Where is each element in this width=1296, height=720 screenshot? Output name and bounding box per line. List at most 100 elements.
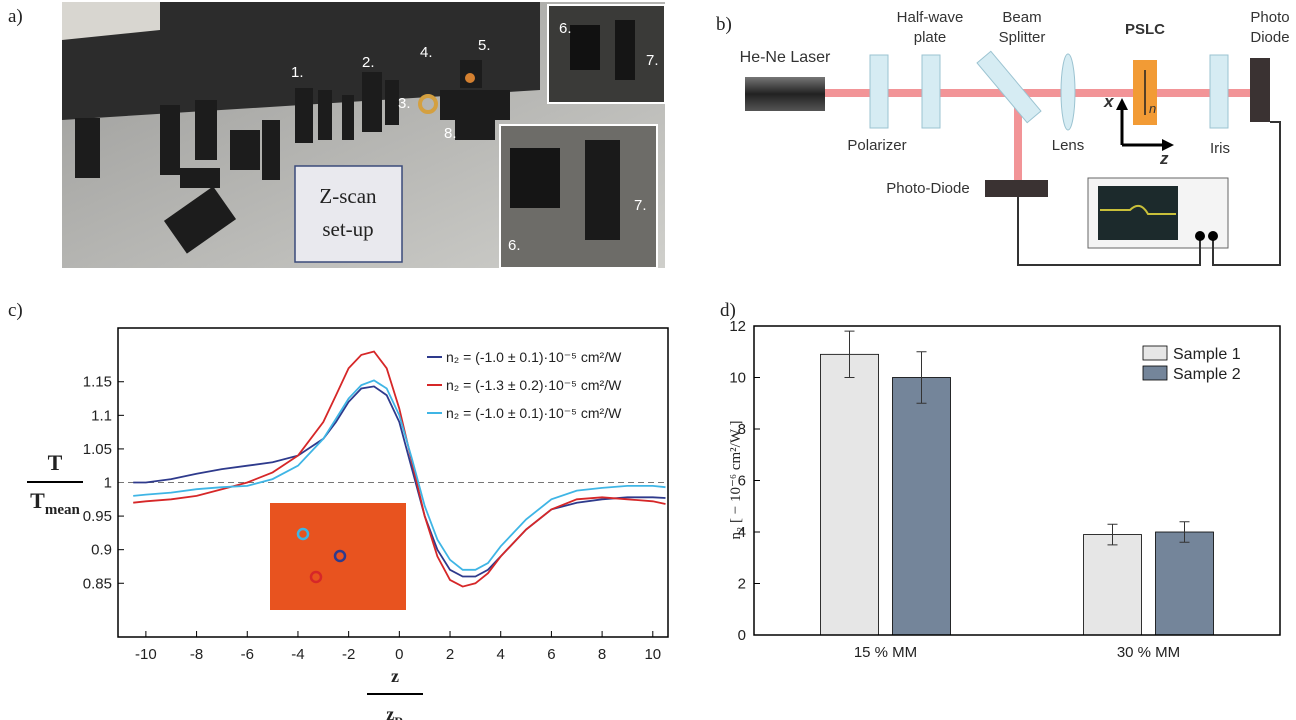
shape (163, 186, 237, 254)
shape (745, 77, 825, 111)
y-tick-label: 6 (738, 473, 746, 490)
shape (1116, 98, 1128, 110)
y-tick-label: 1.15 (83, 374, 112, 391)
x-tick-label: 8 (598, 646, 606, 663)
axis-label: x (1103, 92, 1115, 111)
y-tick-label: 0.95 (83, 508, 112, 525)
shape (615, 20, 635, 80)
panel-label: d) (720, 300, 736, 321)
axis-label-sub: mean (45, 502, 81, 518)
x-tick-label: 2 (446, 646, 454, 663)
inset-mark (309, 570, 323, 584)
photo-label: 7. (646, 52, 659, 69)
x-tick-label: 0 (395, 646, 403, 663)
photo: 1. 2. 3. 4. 5. 6. 7. 8. 6. 7. Z-scan set… (62, 2, 666, 269)
y-tick-label: 12 (729, 318, 746, 335)
shape (1208, 231, 1218, 241)
x-tick-label: -4 (291, 646, 304, 663)
photo-label: 5. (478, 37, 491, 54)
shape (295, 88, 313, 143)
x-tick-label: 15 % MM (854, 644, 917, 661)
shape (976, 50, 1042, 124)
y-tick-label: 0 (738, 627, 746, 644)
shape (1209, 54, 1229, 129)
shape (294, 165, 403, 263)
y-tick-label: 1.05 (83, 441, 112, 458)
shape (510, 148, 560, 208)
label: Beam (1002, 9, 1041, 26)
plot-frame (753, 325, 1281, 636)
error-bar (1179, 521, 1190, 543)
error-bar (844, 330, 855, 378)
label: plate (914, 29, 947, 46)
label: Photo (1250, 9, 1289, 26)
shape (570, 25, 600, 70)
y-tick-label: 8 (738, 421, 746, 438)
photo-label: 7. (634, 197, 647, 214)
label: PSLC (1125, 21, 1165, 38)
box-text: set-up (322, 217, 373, 241)
bar (1083, 534, 1142, 636)
panel-label: c) (8, 300, 23, 321)
axis-label: zR (386, 704, 404, 720)
photo-label: 3. (398, 95, 411, 112)
shape (180, 168, 220, 188)
x-tick-label: -6 (241, 646, 254, 663)
label: Polarizer (847, 137, 906, 154)
label: Iris (1210, 140, 1230, 157)
diagram: He-Ne Laser Half-wave plate Beam Splitte… (740, 9, 1290, 266)
inset-mark (296, 527, 310, 541)
photo-label: 6. (508, 237, 521, 254)
shape (1100, 204, 1176, 215)
line-chart: 0.85 0.9 0.95 1 1.05 1.1 1.15 -10 -8 -6 -4 -2 0 2 4 6 8 1… (27, 327, 669, 720)
shape (418, 94, 438, 114)
legend-label: n₂ = (-1.0 ± 0.1)·10⁻⁵ cm²/W (446, 349, 622, 365)
label: Half-wave (897, 9, 964, 26)
shape (262, 120, 280, 180)
shape (1212, 121, 1281, 266)
photo-label: 1. (291, 64, 304, 81)
shape (75, 60, 510, 254)
shape (362, 72, 382, 132)
shape (1017, 197, 1201, 266)
panel-label: a) (8, 6, 23, 27)
shape (465, 73, 475, 83)
shape (1250, 58, 1270, 122)
x-tick-label: -2 (342, 646, 355, 663)
axis-label: T (48, 450, 63, 475)
error-bar (1107, 523, 1118, 546)
shape (62, 2, 540, 120)
label: Diode (1250, 29, 1289, 46)
shape (1060, 53, 1076, 131)
axis-label: z (1159, 149, 1169, 168)
data-line (133, 379, 666, 571)
photo-label: 8. (444, 125, 457, 142)
y-tick-label: 0.85 (83, 575, 112, 592)
label: He-Ne Laser (740, 49, 831, 66)
photo-label: 4. (420, 44, 433, 61)
shape (985, 180, 1048, 197)
y-tick-label: 10 (729, 370, 746, 387)
shape (195, 100, 217, 160)
axis-label-main: z (386, 704, 394, 720)
x-tick-label: 10 (644, 646, 661, 663)
label: n (1149, 101, 1156, 116)
x-tick-label: 6 (547, 646, 555, 663)
photo-label: 6. (559, 20, 572, 37)
shape (921, 54, 941, 129)
shape (869, 54, 889, 129)
legend-swatch (1142, 345, 1168, 361)
panel-label: b) (716, 14, 732, 35)
bar (820, 353, 879, 636)
shape (342, 95, 354, 140)
shape (1195, 231, 1205, 241)
legend-label: n₂ = (-1.0 ± 0.1)·10⁻⁵ cm²/W (446, 405, 622, 421)
shape (62, 2, 160, 40)
y-axis-label: n₂ [ − 10⁻⁶ cm²/W ] (728, 421, 744, 540)
label: Lens (1052, 137, 1085, 154)
shape (230, 130, 260, 170)
y-tick-label: 2 (738, 576, 746, 593)
plot-frame (117, 327, 669, 638)
